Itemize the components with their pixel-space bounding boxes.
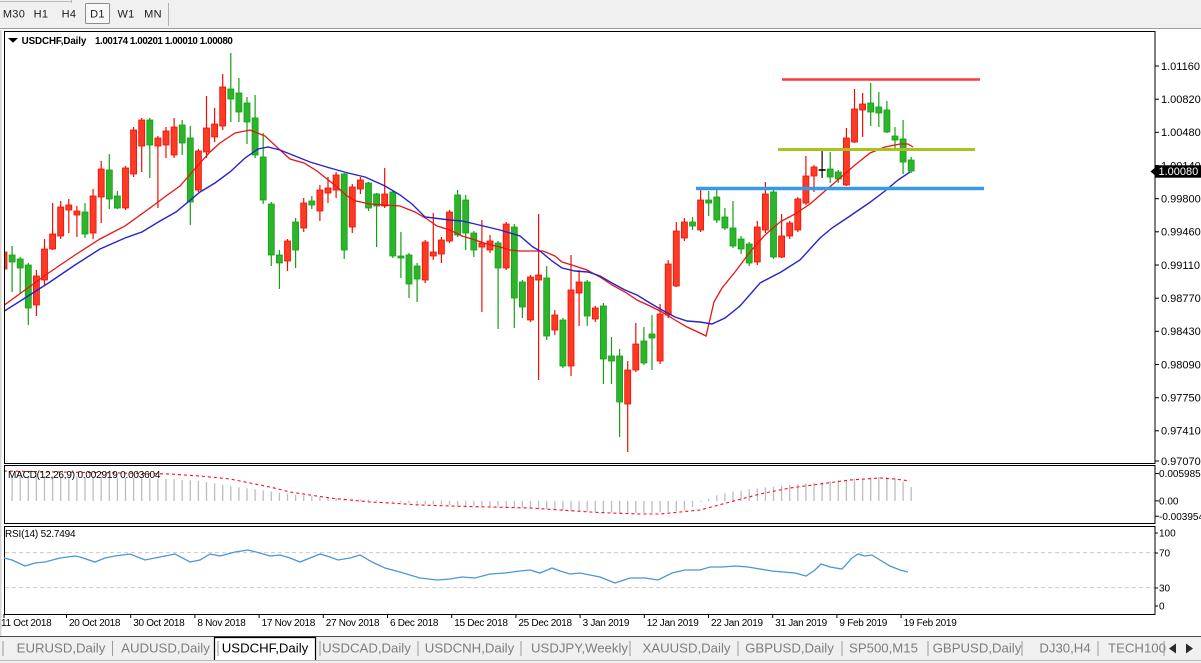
svg-text:1.00480: 1.00480 <box>1161 127 1201 139</box>
svg-text:MN: MN <box>144 9 162 21</box>
svg-text:M30: M30 <box>3 9 25 21</box>
svg-text:SP500,M15: SP500,M15 <box>849 641 918 656</box>
svg-text:0.005985: 0.005985 <box>1159 469 1201 480</box>
svg-text:D1: D1 <box>90 9 105 21</box>
svg-text:H1: H1 <box>34 9 49 21</box>
svg-text:1.00080: 1.00080 <box>1159 166 1199 178</box>
svg-text:0.00: 0.00 <box>1159 497 1179 508</box>
svg-text:DJ30,H4: DJ30,H4 <box>1039 641 1090 656</box>
svg-text:22 Jan 2019: 22 Jan 2019 <box>711 618 763 629</box>
svg-text:0.97750: 0.97750 <box>1161 393 1201 405</box>
svg-text:20 Oct 2018: 20 Oct 2018 <box>69 618 121 629</box>
svg-text:30 Oct 2018: 30 Oct 2018 <box>133 618 185 629</box>
svg-text:31 Jan 2019: 31 Jan 2019 <box>775 618 827 629</box>
svg-text:1.00174 1.00201 1.00010 1.0008: 1.00174 1.00201 1.00010 1.00080 <box>95 36 233 47</box>
svg-text:1.01160: 1.01160 <box>1161 61 1200 73</box>
svg-text:-0.003954: -0.003954 <box>1159 512 1201 523</box>
svg-text:17 Nov 2018: 17 Nov 2018 <box>262 618 316 629</box>
svg-text:70: 70 <box>1159 549 1171 560</box>
svg-text:0.99110: 0.99110 <box>1161 260 1200 272</box>
svg-text:EURUSD,Daily: EURUSD,Daily <box>17 641 106 656</box>
svg-text:USDCNH,Daily: USDCNH,Daily <box>425 641 515 656</box>
svg-text:11 Oct 2018: 11 Oct 2018 <box>1 618 52 629</box>
svg-text:TECH100: TECH100 <box>1108 641 1166 656</box>
svg-text:15 Dec 2018: 15 Dec 2018 <box>454 618 508 629</box>
svg-text:0.97410: 0.97410 <box>1161 426 1201 438</box>
svg-text:0.99460: 0.99460 <box>1161 227 1201 239</box>
svg-text:0.98090: 0.98090 <box>1161 359 1201 371</box>
svg-text:USDCHF,Daily: USDCHF,Daily <box>22 36 87 47</box>
svg-text:USDCAD,Daily: USDCAD,Daily <box>322 641 411 656</box>
svg-text:100: 100 <box>1159 529 1176 540</box>
svg-text:1.00820: 1.00820 <box>1161 94 1201 106</box>
svg-text:0.97070: 0.97070 <box>1161 456 1201 468</box>
svg-text:6 Dec 2018: 6 Dec 2018 <box>390 618 439 629</box>
svg-text:25 Dec 2018: 25 Dec 2018 <box>518 618 572 629</box>
svg-text:0.99800: 0.99800 <box>1161 194 1201 206</box>
svg-text:0.98770: 0.98770 <box>1161 293 1201 305</box>
svg-text:27 Nov 2018: 27 Nov 2018 <box>326 618 380 629</box>
svg-text:USDJPY,Weekly: USDJPY,Weekly <box>531 641 628 656</box>
svg-text:8 Nov 2018: 8 Nov 2018 <box>197 618 246 629</box>
svg-text:W1: W1 <box>117 9 134 21</box>
svg-text:RSI(14) 52.7494: RSI(14) 52.7494 <box>5 529 76 540</box>
svg-text:AUDUSD,Daily: AUDUSD,Daily <box>121 641 210 656</box>
svg-text:9 Feb 2019: 9 Feb 2019 <box>839 618 887 629</box>
svg-text:30: 30 <box>1159 584 1171 595</box>
svg-text:XAUUSD,Daily: XAUUSD,Daily <box>643 641 731 656</box>
svg-text:GBPUSD,Daily: GBPUSD,Daily <box>745 641 834 656</box>
svg-text:12 Jan 2019: 12 Jan 2019 <box>647 618 699 629</box>
svg-text:H4: H4 <box>62 9 77 21</box>
svg-text:USDCHF,Daily: USDCHF,Daily <box>222 641 309 656</box>
svg-text:3 Jan 2019: 3 Jan 2019 <box>583 618 630 629</box>
svg-text:0: 0 <box>1159 602 1165 613</box>
svg-text:19 Feb 2019: 19 Feb 2019 <box>904 618 958 629</box>
svg-text:GBPUSD,Daily: GBPUSD,Daily <box>933 641 1022 656</box>
svg-text:MACD(12,26,9) 0.002919 0.00360: MACD(12,26,9) 0.002919 0.003604 <box>8 470 161 481</box>
svg-text:0.98430: 0.98430 <box>1161 326 1201 338</box>
